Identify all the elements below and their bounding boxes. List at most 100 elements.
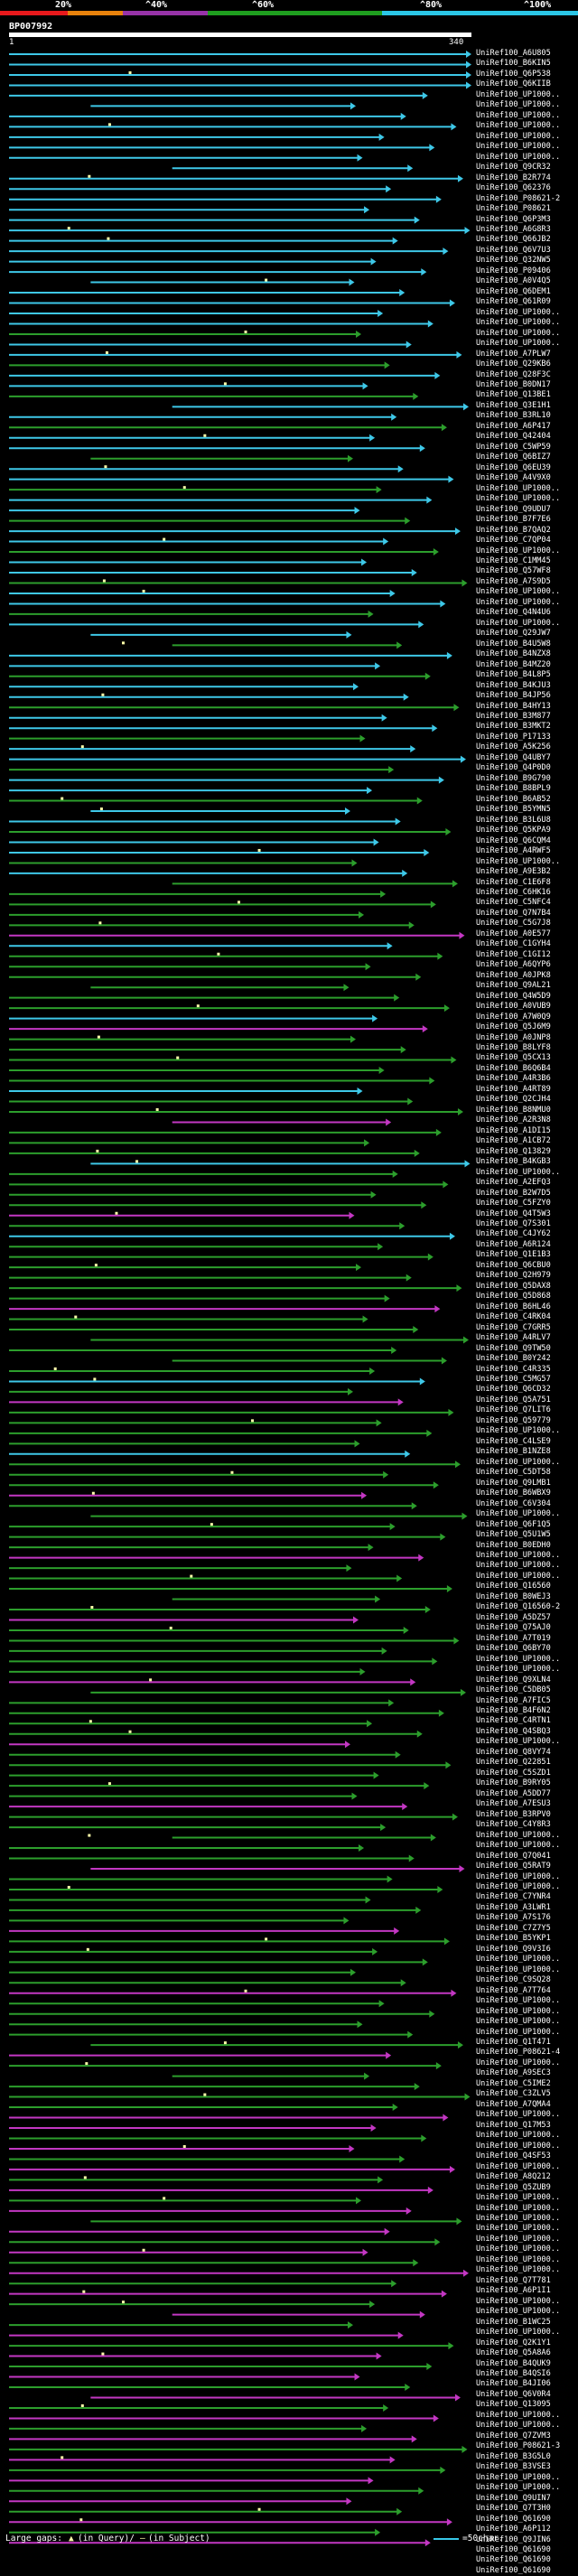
hit-label[interactable]: UniRef100_A7PLW7 (476, 349, 551, 359)
hit-label[interactable]: UniRef100_B0DN17 (476, 380, 551, 389)
hit-label[interactable]: UniRef100_UP1000.. (476, 1965, 561, 1974)
hit-label[interactable]: UniRef100_UP1000.. (476, 494, 561, 504)
hit-label[interactable]: UniRef100_UP1000.. (476, 2058, 561, 2067)
hit-label[interactable]: UniRef100_C6V304 (476, 1498, 551, 1508)
alignment-hit[interactable] (9, 133, 385, 141)
hit-label[interactable]: UniRef100_UP1000.. (476, 318, 561, 328)
hit-label[interactable]: UniRef100_A6QYP6 (476, 960, 551, 970)
hit-label[interactable]: UniRef100_A4RWF5 (476, 846, 551, 856)
alignment-hit[interactable] (9, 2104, 398, 2112)
alignment-hit[interactable] (9, 1004, 450, 1013)
alignment-hit[interactable] (9, 1377, 425, 1386)
alignment-hit[interactable] (9, 787, 373, 795)
hit-label[interactable]: UniRef100_Q61690 (476, 2514, 551, 2524)
hit-label[interactable]: UniRef100_Q5A8A6 (476, 2348, 551, 2358)
alignment-hit[interactable] (9, 704, 460, 712)
hit-label[interactable]: UniRef100_Q16560 (476, 1582, 551, 1591)
hit-label[interactable]: UniRef100_Q4N4U6 (476, 608, 551, 618)
hit-label[interactable]: UniRef100_Q5DAX8 (476, 1281, 551, 1291)
alignment-hit[interactable] (9, 2093, 471, 2101)
hit-label[interactable]: UniRef100_B4L8P5 (476, 670, 551, 680)
hit-label[interactable]: UniRef100_A8Q212 (476, 2172, 551, 2182)
hit-label[interactable]: UniRef100_Q29KB6 (476, 359, 551, 369)
alignment-hit[interactable] (9, 2030, 414, 2039)
alignment-hit[interactable] (9, 1326, 419, 1334)
alignment-hit[interactable] (172, 1118, 392, 1126)
alignment-hit[interactable] (9, 745, 416, 753)
alignment-hit[interactable] (9, 569, 417, 576)
hit-label[interactable]: UniRef100_B4U5W8 (476, 639, 551, 649)
hit-label[interactable]: UniRef100_A0E577 (476, 929, 551, 938)
alignment-hit[interactable] (9, 1637, 460, 1645)
hit-label[interactable]: UniRef100_A6P417 (476, 421, 551, 431)
alignment-hit[interactable] (9, 2021, 363, 2029)
alignment-hit[interactable] (9, 2518, 452, 2526)
hit-label[interactable]: UniRef100_UP1000.. (476, 1996, 561, 2006)
alignment-hit[interactable] (9, 486, 382, 494)
alignment-hit[interactable] (9, 2290, 447, 2298)
hit-label[interactable]: UniRef100_A3LWR1 (476, 1902, 551, 1912)
hit-label[interactable]: UniRef100_Q7N7B4 (476, 908, 551, 918)
hit-label[interactable]: UniRef100_Q42404 (476, 432, 551, 442)
alignment-hit[interactable] (90, 1688, 466, 1696)
hit-label[interactable]: UniRef100_A7ESU3 (476, 1799, 551, 1809)
hit-label[interactable]: UniRef100_Q5J6M9 (476, 1022, 551, 1032)
hit-label[interactable]: UniRef100_Q2CJH4 (476, 1095, 551, 1105)
alignment-hit[interactable] (9, 112, 406, 120)
alignment-hit[interactable] (9, 2238, 441, 2246)
alignment-hit[interactable] (172, 1357, 447, 1365)
hit-label[interactable]: UniRef100_Q6F1Q5 (476, 1519, 551, 1529)
hit-label[interactable]: UniRef100_A7W0Q9 (476, 1012, 551, 1022)
hit-label[interactable]: UniRef100_UP1000.. (476, 152, 561, 162)
hit-label[interactable]: UniRef100_UP1000.. (476, 2245, 561, 2254)
hit-label[interactable]: UniRef100_B5YKP1 (476, 1934, 551, 1944)
hit-label[interactable]: UniRef100_UP1000.. (476, 121, 561, 131)
hit-label[interactable]: UniRef100_B1NZE8 (476, 1447, 551, 1457)
alignment-hit[interactable] (9, 1699, 395, 1707)
hit-label[interactable]: UniRef100_C4R335 (476, 1364, 551, 1374)
alignment-hit[interactable] (9, 724, 438, 733)
hit-label[interactable]: UniRef100_Q13BE1 (476, 390, 551, 400)
alignment-hit[interactable] (9, 2134, 427, 2142)
alignment-hit[interactable] (9, 1979, 406, 1987)
hit-label[interactable]: UniRef100_Q61690 (476, 2544, 551, 2554)
alignment-hit[interactable] (9, 2197, 362, 2205)
alignment-hit[interactable] (9, 2259, 419, 2267)
hit-label[interactable]: UniRef100_Q5U1W5 (476, 1530, 551, 1540)
alignment-hit[interactable] (9, 848, 430, 856)
hit-label[interactable]: UniRef100_Q32NW5 (476, 256, 551, 266)
hit-label[interactable]: UniRef100_B7F7E6 (476, 515, 551, 525)
alignment-hit[interactable] (9, 81, 471, 89)
alignment-hit[interactable] (172, 2072, 370, 2080)
alignment-hit[interactable] (172, 403, 469, 411)
hit-label[interactable]: UniRef100_Q7ZVM3 (476, 2431, 551, 2441)
alignment-hit[interactable] (90, 630, 352, 639)
alignment-hit[interactable] (9, 2186, 434, 2194)
hit-label[interactable]: UniRef100_Q9UIN7 (476, 2493, 551, 2503)
hit-label[interactable]: UniRef100_Q6CBU0 (476, 1260, 551, 1270)
hit-label[interactable]: UniRef100_UP1000.. (476, 618, 561, 628)
hit-label[interactable]: UniRef100_Q66JB2 (476, 235, 551, 245)
hit-label[interactable]: UniRef100_C5WP59 (476, 442, 551, 452)
alignment-hit[interactable] (9, 2301, 376, 2309)
hit-label[interactable]: UniRef100_Q5A751 (476, 1395, 551, 1405)
alignment-hit[interactable] (9, 1232, 455, 1240)
hit-label[interactable]: UniRef100_UP1000.. (476, 1665, 561, 1675)
alignment-hit[interactable] (90, 807, 350, 816)
alignment-hit[interactable] (9, 1367, 376, 1375)
hit-label[interactable]: UniRef100_C1E6F8 (476, 877, 551, 887)
hit-label[interactable]: UniRef100_Q61R09 (476, 297, 551, 307)
hit-label[interactable]: UniRef100_C4Y8R3 (476, 1820, 551, 1830)
hit-label[interactable]: UniRef100_UP1000.. (476, 546, 561, 555)
alignment-hit[interactable] (9, 227, 471, 235)
alignment-hit[interactable] (9, 1408, 454, 1416)
hit-label[interactable]: UniRef100_UP1000.. (476, 328, 561, 338)
alignment-hit[interactable] (9, 2114, 449, 2122)
hit-label[interactable]: UniRef100_B8LYF8 (476, 1043, 551, 1052)
alignment-hit[interactable] (9, 1554, 424, 1562)
hit-label[interactable]: UniRef100_A6U805 (476, 49, 551, 58)
alignment-hit[interactable] (9, 2207, 412, 2215)
hit-label[interactable]: UniRef100_B6Q6B4 (476, 1063, 551, 1073)
alignment-hit[interactable] (9, 1917, 350, 1925)
hit-label[interactable]: UniRef100_Q61690 (476, 2565, 551, 2575)
